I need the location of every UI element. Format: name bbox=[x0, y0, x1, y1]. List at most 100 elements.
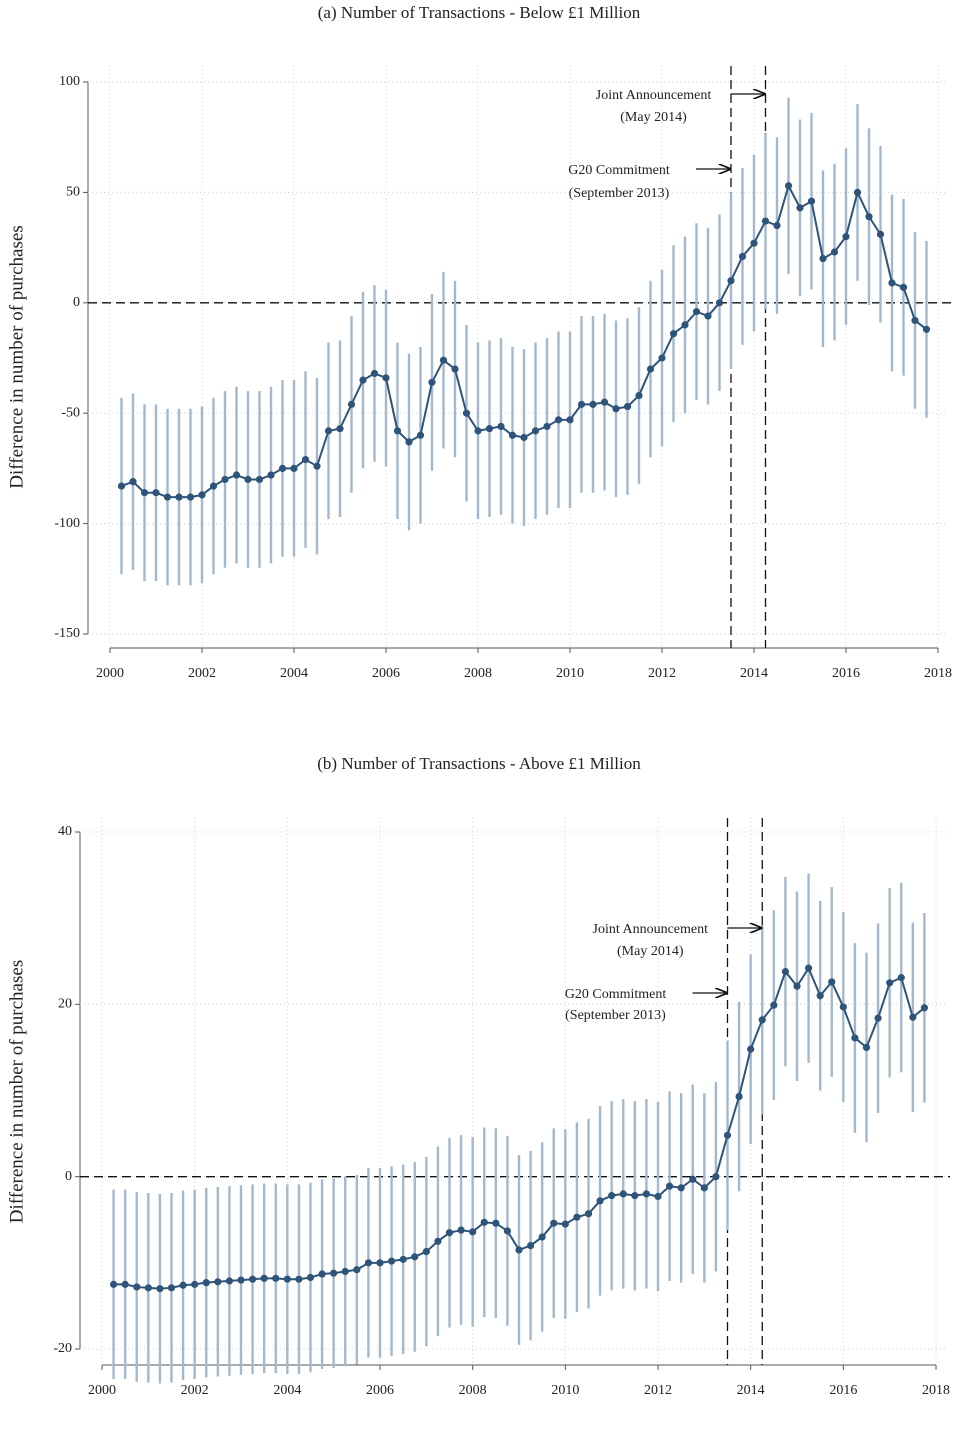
panel-title: (a) Number of Transactions - Below £1 Mi… bbox=[318, 3, 641, 22]
data-point bbox=[272, 1274, 280, 1282]
data-point bbox=[747, 1045, 755, 1053]
data-point bbox=[600, 398, 609, 406]
data-point bbox=[715, 299, 724, 307]
data-point bbox=[175, 493, 183, 501]
x-tick-label: 2000 bbox=[96, 666, 124, 681]
data-point bbox=[290, 464, 298, 472]
data-point bbox=[232, 471, 241, 479]
data-point bbox=[225, 1277, 234, 1285]
data-point bbox=[689, 1175, 697, 1183]
data-point bbox=[244, 475, 252, 484]
data-point bbox=[589, 400, 597, 408]
data-point bbox=[677, 1184, 685, 1192]
data-point bbox=[267, 471, 275, 479]
y-axis-label: Difference in number of purchases bbox=[6, 960, 27, 1223]
x-tick-label: 2006 bbox=[372, 666, 400, 681]
data-point bbox=[515, 1246, 523, 1254]
x-tick-label: 2018 bbox=[922, 1383, 950, 1398]
data-point bbox=[451, 365, 459, 373]
data-point bbox=[862, 1043, 871, 1052]
x-tick-label: 2002 bbox=[181, 1383, 209, 1398]
y-tick-label: -50 bbox=[61, 405, 80, 420]
annotation-text: (May 2014) bbox=[617, 944, 684, 959]
data-point bbox=[770, 1001, 778, 1009]
data-point bbox=[364, 1259, 373, 1267]
data-point bbox=[416, 431, 425, 439]
data-point bbox=[422, 1248, 430, 1256]
y-tick-label: 100 bbox=[59, 74, 80, 89]
data-point bbox=[474, 427, 482, 435]
data-point bbox=[828, 978, 836, 986]
data-point bbox=[758, 1016, 766, 1024]
data-point bbox=[191, 1280, 199, 1288]
x-tick-label: 2014 bbox=[740, 666, 768, 681]
data-point bbox=[642, 1190, 651, 1198]
data-point bbox=[612, 405, 620, 413]
data-point bbox=[301, 455, 310, 464]
data-point bbox=[117, 482, 126, 490]
data-point bbox=[704, 312, 712, 320]
data-point bbox=[221, 475, 229, 484]
y-tick-label: -20 bbox=[53, 1341, 72, 1356]
x-tick-label: 2010 bbox=[551, 1383, 579, 1398]
data-point bbox=[886, 979, 894, 987]
data-point bbox=[399, 1255, 407, 1263]
data-point bbox=[370, 369, 379, 378]
data-point bbox=[198, 491, 206, 499]
data-point bbox=[897, 974, 905, 982]
data-point bbox=[428, 378, 436, 386]
data-point bbox=[584, 1210, 593, 1218]
data-point bbox=[336, 425, 344, 433]
data-point bbox=[382, 374, 390, 382]
data-point bbox=[543, 422, 551, 431]
annotation-text: (May 2014) bbox=[620, 110, 687, 125]
data-point bbox=[922, 325, 931, 333]
data-point bbox=[665, 1182, 674, 1190]
annotation-text: (September 2013) bbox=[569, 186, 670, 201]
data-point bbox=[202, 1279, 210, 1287]
data-point bbox=[179, 1281, 187, 1289]
data-point bbox=[439, 356, 448, 364]
data-point bbox=[214, 1278, 222, 1286]
data-point bbox=[526, 1242, 535, 1250]
data-point bbox=[144, 1284, 152, 1292]
x-tick-label: 2008 bbox=[459, 1383, 487, 1398]
data-point bbox=[566, 416, 574, 424]
data-point bbox=[353, 1266, 361, 1274]
data-point bbox=[538, 1233, 546, 1241]
data-point bbox=[330, 1269, 338, 1277]
data-point bbox=[445, 1229, 454, 1237]
annotation-text: G20 Commitment bbox=[565, 987, 667, 1002]
data-point bbox=[376, 1259, 384, 1267]
data-point bbox=[434, 1237, 442, 1245]
data-point bbox=[313, 462, 321, 470]
data-point bbox=[700, 1184, 708, 1192]
annotation-text: Joint Announcement bbox=[596, 88, 712, 103]
data-point bbox=[186, 493, 195, 501]
data-point bbox=[727, 277, 735, 285]
y-tick-label: -100 bbox=[54, 516, 80, 531]
data-point bbox=[909, 1013, 917, 1021]
data-point bbox=[554, 416, 563, 424]
data-point bbox=[561, 1220, 569, 1228]
data-point bbox=[654, 1192, 662, 1201]
data-point bbox=[411, 1253, 419, 1261]
x-tick-label: 2010 bbox=[556, 666, 584, 681]
data-point bbox=[129, 478, 137, 486]
x-tick-label: 2008 bbox=[464, 666, 492, 681]
data-point bbox=[503, 1227, 512, 1235]
data-point bbox=[237, 1276, 245, 1284]
data-point bbox=[531, 427, 540, 435]
data-point bbox=[480, 1218, 488, 1226]
data-point bbox=[723, 1131, 732, 1139]
data-point bbox=[306, 1273, 315, 1282]
x-tick-label: 2002 bbox=[188, 666, 216, 681]
data-point bbox=[520, 433, 528, 442]
data-point bbox=[781, 967, 790, 976]
data-point bbox=[318, 1270, 326, 1278]
data-point bbox=[839, 1003, 847, 1011]
data-point bbox=[874, 1014, 882, 1022]
x-tick-label: 2000 bbox=[88, 1383, 116, 1398]
data-point bbox=[784, 182, 793, 190]
